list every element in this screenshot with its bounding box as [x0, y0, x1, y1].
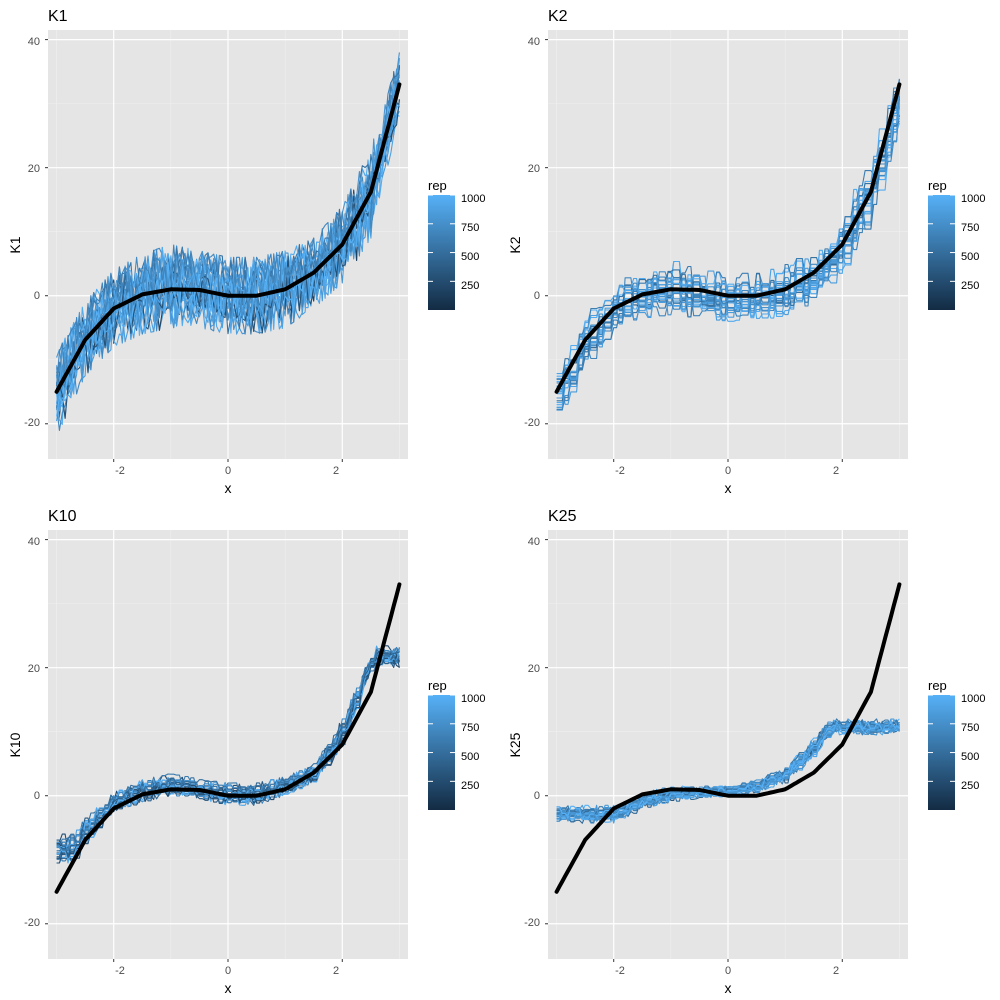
x-axis-title: x — [725, 480, 732, 496]
x-tick-label: 2 — [833, 965, 839, 977]
x-axis-title: x — [225, 480, 232, 496]
legend-label: 750 — [961, 222, 979, 234]
y-tick-label: 40 — [528, 36, 540, 48]
legend-ticks — [928, 194, 955, 282]
replicate-line — [556, 91, 900, 380]
legend-label: 1000 — [461, 693, 485, 705]
replicate-lines — [556, 718, 900, 824]
replicate-line — [56, 104, 400, 412]
legend-label: 250 — [461, 780, 479, 792]
y-tick-label: 20 — [528, 663, 540, 675]
truth-curve — [554, 82, 902, 394]
replicate-line — [56, 84, 400, 405]
x-tick-label: 2 — [333, 965, 339, 977]
legend-title: rep — [928, 678, 947, 693]
legend-label: 250 — [461, 280, 479, 292]
y-tick-label: -20 — [24, 917, 40, 929]
panel-title: K10 — [48, 508, 77, 525]
legend-label: 1000 — [961, 693, 985, 705]
legend-ticks — [428, 194, 455, 282]
y-tick-label: 0 — [534, 290, 540, 302]
legend-label: 500 — [961, 251, 979, 263]
replicate-line — [56, 649, 400, 860]
legend-label: 750 — [461, 222, 479, 234]
y-tick-label: 20 — [28, 163, 40, 175]
legend-label: 1000 — [461, 193, 485, 205]
legend-ticks — [428, 694, 455, 782]
legend: rep 250 500 750 1000 — [928, 178, 985, 310]
legend-label: 500 — [961, 751, 979, 763]
x-tick-label: 0 — [225, 465, 231, 477]
replicate-line — [56, 653, 400, 864]
truth-curve — [554, 582, 902, 894]
x-tick-label: -2 — [615, 465, 625, 477]
y-tick-label: 20 — [28, 663, 40, 675]
panel-title: K25 — [548, 508, 577, 525]
axis-ticks: -20 0 20 40 -2 0 2 — [524, 36, 843, 477]
legend-label: 750 — [461, 722, 479, 734]
x-tick-label: 0 — [225, 965, 231, 977]
legend-ticks — [928, 694, 955, 782]
x-tick-label: 2 — [333, 465, 339, 477]
x-tick-label: -2 — [115, 465, 125, 477]
panel-k25: K25 -20 0 20 40 -2 0 2 x K25 rep 250 500… — [507, 508, 985, 996]
x-tick-label: 0 — [725, 965, 731, 977]
truth-line — [554, 82, 902, 394]
truth-curve — [54, 82, 402, 394]
panel-title: K1 — [48, 8, 68, 25]
legend: rep 250 500 750 1000 — [928, 678, 985, 810]
axis-ticks: -20 0 20 40 -2 0 2 — [524, 536, 843, 977]
panel-k10: K10 -20 0 20 40 -2 0 2 x K10 rep 250 500… — [7, 508, 485, 996]
legend: rep 250 500 750 1000 — [428, 178, 485, 310]
y-axis-title: K25 — [507, 732, 523, 757]
x-tick-label: -2 — [115, 965, 125, 977]
legend: rep 250 500 750 1000 — [428, 678, 485, 810]
legend-label: 500 — [461, 251, 479, 263]
y-tick-label: 40 — [28, 536, 40, 548]
truth-line — [54, 82, 402, 394]
panel-k2: K2 -20 0 20 40 -2 0 2 x K2 rep 250 500 7… — [507, 8, 985, 496]
legend-title: rep — [428, 678, 447, 693]
legend-title: rep — [928, 178, 947, 193]
grid-lines — [48, 530, 408, 959]
y-tick-label: -20 — [524, 917, 540, 929]
legend-title: rep — [428, 178, 447, 193]
y-tick-label: 0 — [534, 790, 540, 802]
y-axis-title: K1 — [7, 236, 23, 253]
y-tick-label: 0 — [34, 290, 40, 302]
y-axis-title: K10 — [7, 732, 23, 757]
legend-label: 250 — [961, 780, 979, 792]
legend-label: 250 — [961, 280, 979, 292]
replicate-line — [556, 718, 900, 816]
replicate-line — [56, 88, 400, 393]
x-tick-label: -2 — [615, 965, 625, 977]
axis-ticks: -20 0 20 40 -2 0 2 — [24, 536, 343, 977]
y-tick-label: 40 — [28, 36, 40, 48]
panel-title: K2 — [548, 8, 568, 25]
y-tick-label: 40 — [528, 536, 540, 548]
legend-label: 750 — [961, 722, 979, 734]
x-axis-title: x — [225, 980, 232, 996]
y-tick-label: -20 — [24, 417, 40, 429]
replicate-line — [56, 647, 400, 852]
truth-curve — [54, 582, 402, 894]
replicate-line — [56, 648, 400, 851]
y-tick-label: 20 — [528, 163, 540, 175]
y-tick-label: -20 — [524, 417, 540, 429]
axis-ticks: -20 0 20 40 -2 0 2 — [24, 36, 343, 477]
x-tick-label: 0 — [725, 465, 731, 477]
legend-label: 500 — [461, 751, 479, 763]
y-axis-title: K2 — [507, 236, 523, 253]
panel-k1: K1 -20 0 20 40 -2 0 2 x K1 rep 250 500 7… — [7, 8, 485, 496]
replicate-line — [56, 80, 400, 394]
replicate-line — [556, 721, 900, 822]
truth-line — [54, 582, 402, 894]
y-tick-label: 0 — [34, 790, 40, 802]
truth-line — [554, 582, 902, 894]
x-axis-title: x — [725, 980, 732, 996]
x-tick-label: 2 — [833, 465, 839, 477]
legend-label: 1000 — [961, 193, 985, 205]
grid-lines — [548, 530, 908, 959]
